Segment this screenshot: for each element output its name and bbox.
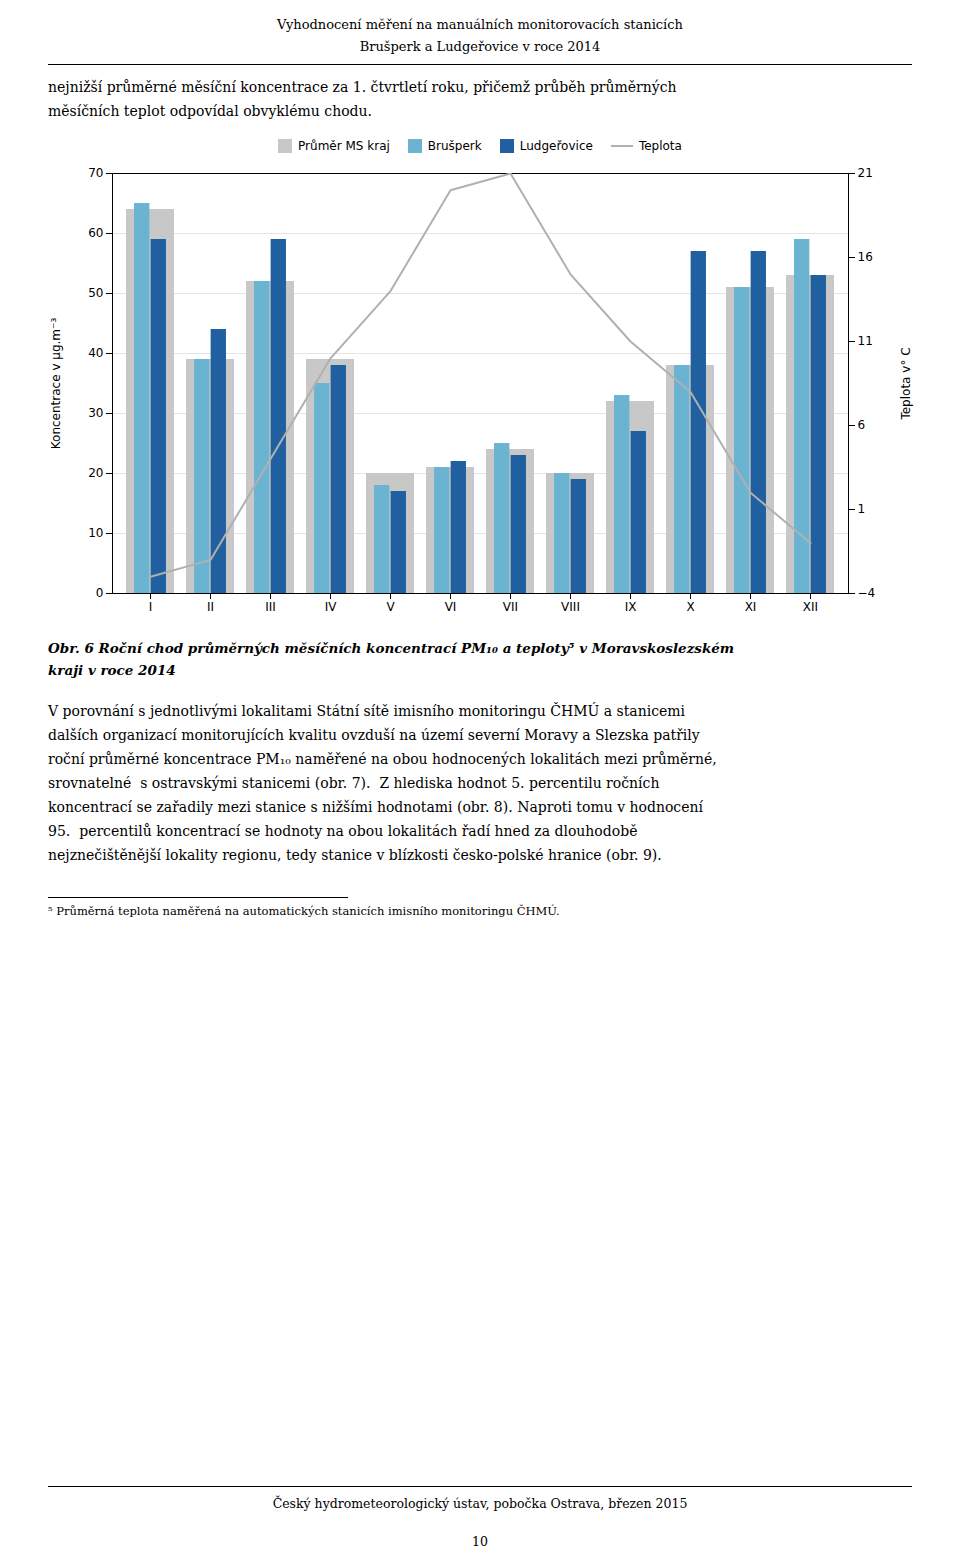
svg-text:VI: VI — [445, 600, 457, 614]
svg-text:Teplota v° C: Teplota v° C — [899, 347, 913, 420]
svg-text:I: I — [149, 600, 153, 614]
html-text:Brušperk a Ludgeřovice v roce: Brušperk a Ludgeřovice v roce 2014 — [359, 39, 601, 54]
html-text:Průměr MS kraj: Průměr MS kraj — [298, 139, 390, 153]
svg-text:IV: IV — [325, 600, 338, 614]
html-text:srovnatelné s ostravskými stan: srovnatelné s ostravskými stanicemi (obr… — [48, 775, 660, 791]
html-text:roční průměrné koncentrace PM₁: roční průměrné koncentrace PM₁₀ naměřené… — [48, 751, 717, 767]
html-text:Brušperk: Brušperk — [427, 139, 482, 153]
svg-text:40: 40 — [88, 346, 103, 360]
svg-text:10: 10 — [88, 526, 103, 540]
html-text:koncentrací se zařadily mezi s: koncentrací se zařadily mezi stanice s n… — [48, 799, 703, 815]
svg-text:V: V — [386, 600, 395, 614]
html-text:10: 10 — [472, 1534, 488, 1549]
svg-text:III: III — [265, 600, 276, 614]
svg-text:21: 21 — [858, 166, 873, 180]
svg-text:30: 30 — [88, 406, 103, 420]
svg-text:XI: XI — [745, 600, 757, 614]
svg-text:XII: XII — [803, 600, 818, 614]
svg-text:16: 16 — [858, 250, 873, 264]
html-text:Obr. 6 Roční chod průměrných m: Obr. 6 Roční chod průměrných měsíčních k… — [48, 640, 735, 678]
html-text:nejznečištěnější lokality regi: nejznečištěnější lokality regionu, tedy … — [48, 847, 662, 863]
html-text:95. percentilů koncentrací se: 95. percentilů koncentrací se hodnoty na… — [48, 823, 638, 839]
html-text:Český hydrometeorologický ústa: Český hydrometeorologický ústav, pobočka… — [272, 1496, 688, 1511]
html-text:dalších organizací monitorujíc: dalších organizací monitorujících kvalit… — [48, 727, 700, 743]
svg-text:60: 60 — [88, 226, 103, 240]
html-text:Ludgeřovice: Ludgeřovice — [519, 139, 593, 153]
svg-text:−4: −4 — [858, 586, 876, 600]
html-text:⁵ Průměrná teplota naměřená na: ⁵ Průměrná teplota naměřená na automatic… — [48, 904, 560, 918]
svg-text:0: 0 — [96, 586, 104, 600]
svg-text:X: X — [686, 600, 694, 614]
html-text:nejnižší průměrné měsíční konc: nejnižší průměrné měsíční koncentrace za… — [48, 79, 677, 95]
html-text:V porovnání s jednotlivými lok: V porovnání s jednotlivými lokalitami St… — [48, 703, 686, 719]
html-text:měsíčních teplot odpovídal obv: měsíčních teplot odpovídal obvyklému cho… — [48, 103, 372, 119]
svg-text:IX: IX — [625, 600, 637, 614]
svg-text:VII: VII — [503, 600, 518, 614]
svg-text:11: 11 — [858, 334, 873, 348]
svg-text:II: II — [207, 600, 214, 614]
svg-text:50: 50 — [88, 286, 103, 300]
svg-text:20: 20 — [88, 466, 103, 480]
html-text:Teplota: Teplota — [638, 139, 682, 153]
html-text:Vyhodnocení měření na manuální: Vyhodnocení měření na manuálních monitor… — [277, 17, 683, 32]
svg-text:Koncentrace v μg.m⁻³: Koncentrace v μg.m⁻³ — [49, 318, 63, 450]
svg-text:VIII: VIII — [561, 600, 580, 614]
svg-text:6: 6 — [858, 418, 866, 432]
svg-text:1: 1 — [858, 502, 866, 516]
svg-text:70: 70 — [88, 166, 103, 180]
